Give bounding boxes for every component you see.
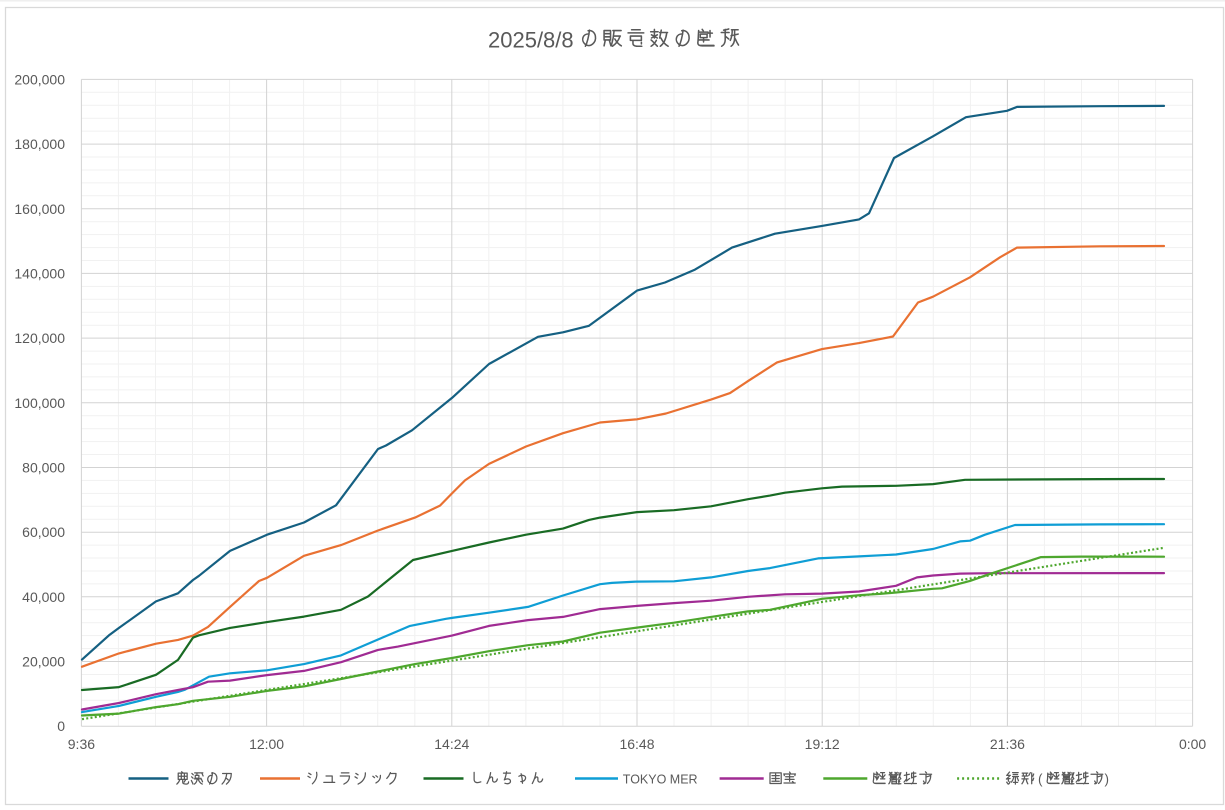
svg-text:): ) xyxy=(1105,771,1110,786)
svg-text:14:24: 14:24 xyxy=(434,736,469,752)
svg-text:19:12: 19:12 xyxy=(805,736,840,752)
svg-text:(: ( xyxy=(1038,771,1043,786)
svg-text:80,000: 80,000 xyxy=(22,460,65,476)
svg-text:0:00: 0:00 xyxy=(1179,736,1206,752)
svg-text:2025/8/8: 2025/8/8 xyxy=(488,28,574,53)
svg-text:160,000: 160,000 xyxy=(14,201,65,217)
svg-text:200,000: 200,000 xyxy=(14,71,65,87)
svg-text:21:36: 21:36 xyxy=(990,736,1025,752)
svg-text:180,000: 180,000 xyxy=(14,136,65,152)
svg-text:TOKYO MER: TOKYO MER xyxy=(623,772,698,786)
svg-text:0: 0 xyxy=(57,718,65,734)
svg-text:9:36: 9:36 xyxy=(68,736,95,752)
svg-text:60,000: 60,000 xyxy=(22,524,65,540)
svg-text:140,000: 140,000 xyxy=(14,265,65,281)
svg-text:12:00: 12:00 xyxy=(249,736,284,752)
svg-text:40,000: 40,000 xyxy=(22,589,65,605)
svg-text:120,000: 120,000 xyxy=(14,330,65,346)
svg-text:100,000: 100,000 xyxy=(14,395,65,411)
svg-text:20,000: 20,000 xyxy=(22,654,65,670)
svg-text:16:48: 16:48 xyxy=(619,736,654,752)
